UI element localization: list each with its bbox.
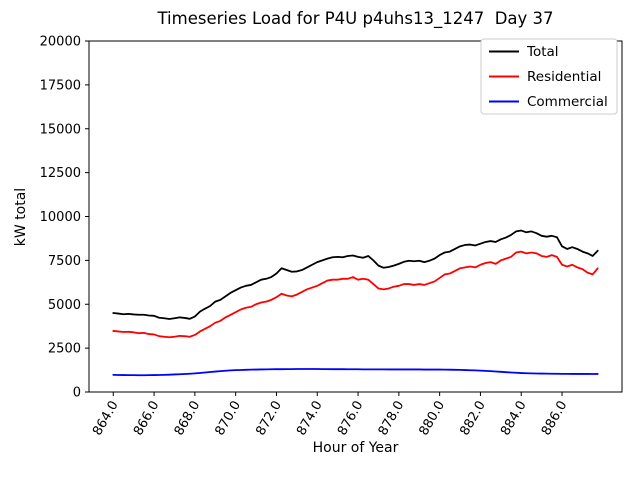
x-tick-label: 878.0 <box>376 399 408 439</box>
legend-label-total: Total <box>526 44 559 60</box>
x-tick-label: 886.0 <box>539 399 571 439</box>
x-tick-label: 870.0 <box>213 399 245 439</box>
y-tick-label: 15000 <box>40 122 81 137</box>
x-tick-label: 884.0 <box>498 399 530 439</box>
y-tick-label: 17500 <box>40 78 81 93</box>
y-tick-label: 0 <box>73 386 81 401</box>
residential-line <box>112 250 599 339</box>
y-tick-label: 20000 <box>40 35 81 50</box>
legend-label-commercial: Commercial <box>527 94 608 110</box>
y-tick-label: 7500 <box>48 254 81 269</box>
x-tick-label: 864.0 <box>90 399 122 439</box>
total-line <box>112 229 599 320</box>
y-tick-label: 2500 <box>48 342 81 357</box>
legend-box <box>480 38 618 115</box>
x-tick-label: 876.0 <box>335 399 367 439</box>
x-tick-label: 882.0 <box>457 399 489 439</box>
x-tick-label: 868.0 <box>172 399 204 439</box>
x-tick-label: 874.0 <box>294 399 326 439</box>
y-tick-label: 12500 <box>40 166 81 181</box>
commercial-line <box>112 368 599 377</box>
y-tick-label: 5000 <box>48 298 81 313</box>
legend: Total Residential Commercial <box>480 38 618 115</box>
x-tick-label: 880.0 <box>417 399 449 439</box>
x-tick-label: 872.0 <box>253 399 285 439</box>
chart-title: Timeseries Load for P4U p4uhs13_1247 Day… <box>157 9 554 28</box>
y-tick-label: 10000 <box>40 210 81 225</box>
legend-label-residential: Residential <box>527 69 601 85</box>
x-axis-label: Hour of Year <box>312 440 399 456</box>
x-tick-label: 866.0 <box>131 399 163 439</box>
